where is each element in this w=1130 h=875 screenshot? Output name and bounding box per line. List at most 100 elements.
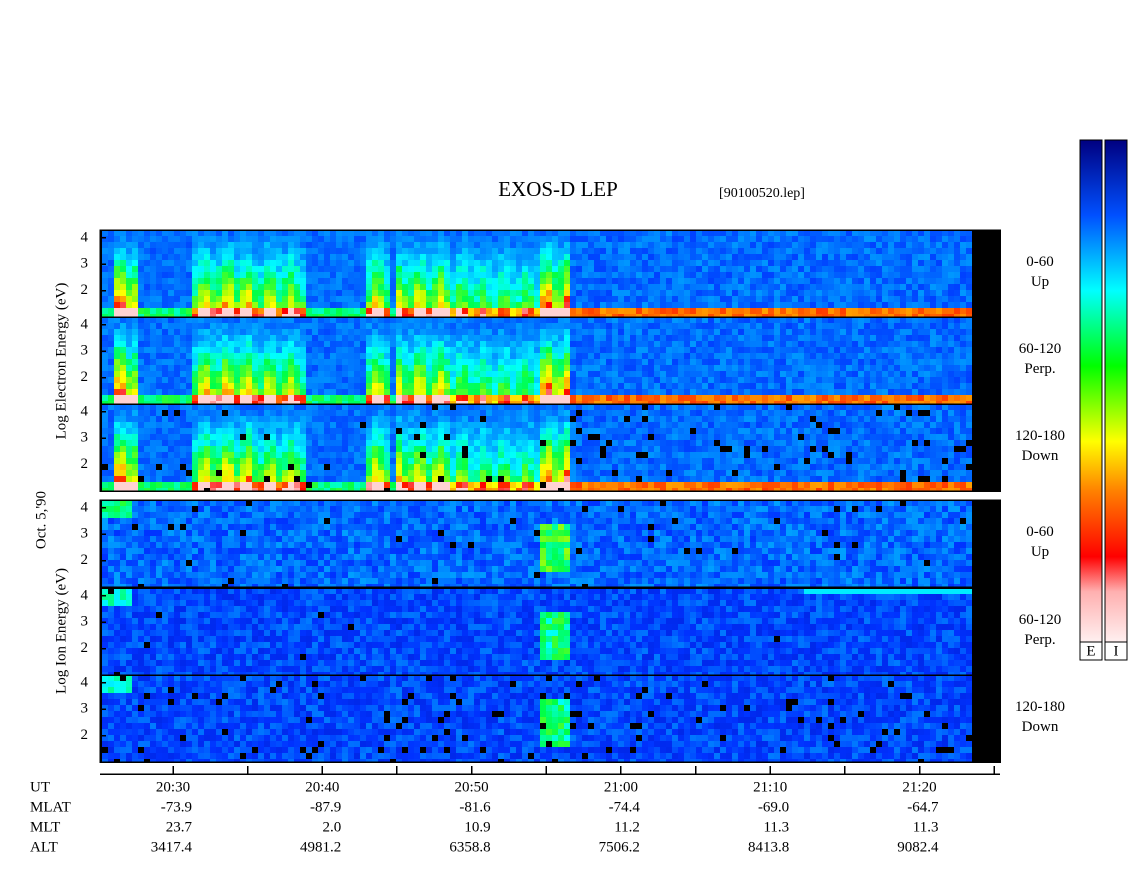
spectrogram-cell [906,317,912,323]
spectrogram-cell [672,335,678,341]
spectrogram-cell [306,470,312,476]
spectrogram-cell [768,353,774,359]
spectrogram-cell [294,236,300,242]
spectrogram-cell [354,353,360,359]
spectrogram-cell [702,242,708,248]
spectrogram-cell [252,236,258,242]
spectrogram-cell [348,371,354,377]
spectrogram-cell [480,314,486,317]
spectrogram-cell [534,335,540,341]
spectrogram-cell [390,248,396,254]
spectrogram-cell [714,284,720,290]
spectrogram-cell [222,446,228,452]
spectrogram-cell [198,254,204,260]
spectrogram-cell [222,452,228,458]
spectrogram-cell [684,383,690,389]
spectrogram-cell [486,254,492,260]
spectrogram-cell [120,458,126,464]
spectrogram-cell [846,260,852,266]
spectrogram-cell [510,353,516,359]
spectrogram-cell [750,401,756,404]
spectrogram-cell [744,341,750,347]
spectrogram-cell [402,242,408,248]
spectrogram-cell [114,296,120,302]
spectrogram-cell [258,278,264,284]
spectrogram-cell [660,401,666,404]
spectrogram-cell [474,395,480,401]
spectrogram-cell [258,440,264,446]
spectrogram-cell [882,308,888,314]
spectrogram-cell [300,314,306,317]
spectrogram-cell [708,377,714,383]
spectrogram-cell [252,371,258,377]
spectrogram-cell [240,329,246,335]
spectrogram-cell [954,371,960,377]
spectrogram-cell [294,410,300,416]
spectrogram-cell [756,248,762,254]
spectrogram-cell [108,416,114,422]
spectrogram-cell [330,230,336,236]
spectrogram-cell [168,440,174,446]
spectrogram-cell [372,230,378,236]
spectrogram-cell [138,308,144,314]
spectrogram-cell [258,308,264,314]
spectrogram-cell [684,365,690,371]
spectrogram-cell [846,377,852,383]
spectrogram-cell [126,317,132,323]
spectrogram-cell [342,272,348,278]
spectrogram-cell [216,470,222,476]
spectrogram-cell [876,377,882,383]
spectrogram-cell [282,248,288,254]
spectrogram-cell [366,389,372,395]
spectrogram-cell [510,341,516,347]
spectrogram-cell [936,341,942,347]
spectrogram-cell [282,383,288,389]
spectrogram-cell [132,347,138,353]
spectrogram-cell [120,470,126,476]
spectrogram-cell [840,284,846,290]
spectrogram-cell [456,377,462,383]
spectrogram-cell [960,359,966,365]
spectrogram-cell [960,278,966,284]
spectrogram-cell [318,323,324,329]
spectrogram-cell [942,254,948,260]
spectrogram-cell [432,266,438,272]
spectrogram-cell [624,329,630,335]
spectrogram-cell [846,389,852,395]
spectrogram-cell [384,230,390,236]
spectrogram-cell [558,323,564,329]
spectrogram-cell [672,353,678,359]
spectrogram-cell [378,377,384,383]
spectrogram-cell [228,266,234,272]
spectrogram-cell [240,401,246,404]
spectrogram-cell [168,323,174,329]
spectrogram-cell [852,236,858,242]
spectrogram-cell [798,248,804,254]
spectrogram-cell [906,230,912,236]
spectrogram-cell [240,434,246,440]
spectrogram-cell [246,452,252,458]
spectrogram-cell [102,248,108,254]
spectrogram-cell [276,260,282,266]
spectrogram-cell [252,410,258,416]
spectrogram-cell [816,365,822,371]
spectrogram-cell [534,230,540,236]
spectrogram-cell [132,242,138,248]
spectrogram-cell [744,296,750,302]
spectrogram-cell [576,284,582,290]
spectrogram-cell [120,359,126,365]
spectrogram-cell [342,410,348,416]
spectrogram-cell [738,377,744,383]
spectrogram-cell [822,278,828,284]
spectrogram-cell [468,341,474,347]
spectrogram-cell [324,434,330,440]
spectrogram-cell [168,383,174,389]
spectrogram-cell [102,365,108,371]
spectrogram-cell [276,359,282,365]
spectrogram-cell [774,248,780,254]
spectrogram-cell [540,323,546,329]
spectrogram-cell [480,317,486,323]
spectrogram-cell [618,308,624,314]
spectrogram-cell [264,377,270,383]
spectrogram-cell [264,284,270,290]
